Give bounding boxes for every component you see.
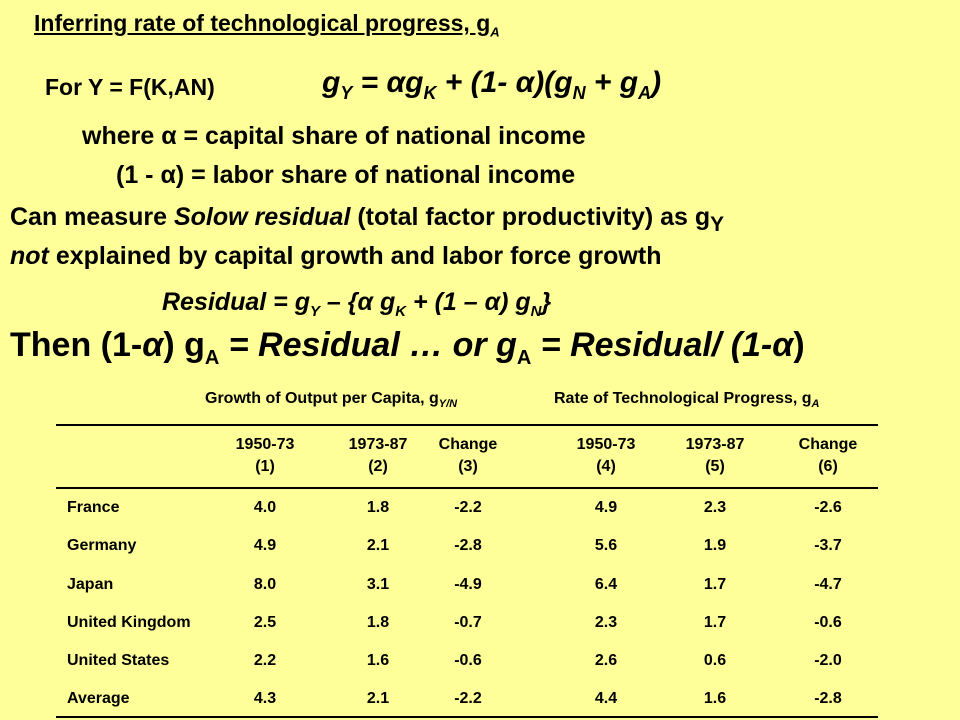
row-value: 6.4 — [594, 576, 618, 593]
table-top-rule — [56, 424, 878, 426]
row-value: 1.6 — [703, 690, 727, 707]
row-country: France — [67, 499, 120, 516]
row-value: 2.6 — [594, 652, 618, 669]
row-value: -4.7 — [814, 576, 842, 593]
row-value: 2.1 — [366, 537, 390, 554]
slide-title: Inferring rate of technological progress… — [34, 10, 500, 40]
solow-residual-text-line2: not explained by capital growth and labo… — [10, 242, 662, 270]
labor-share-definition: (1 - α) = labor share of national income — [116, 161, 576, 189]
row-value: 2.2 — [253, 652, 277, 669]
row-value: 8.0 — [253, 576, 277, 593]
table-group-output-growth: Growth of Output per Capita, gY/N — [205, 390, 458, 411]
row-value: 1.8 — [366, 614, 390, 631]
row-country: Germany — [67, 537, 137, 554]
capital-share-definition: where α = capital share of national inco… — [82, 122, 586, 150]
column-header-2: 1973-87 (2) — [348, 436, 408, 475]
table-row: Germany 4.9 2.1 -2.8 5.6 1.9 -3.7 — [0, 537, 960, 559]
table-row: Japan 8.0 3.1 -4.9 6.4 1.7 -4.7 — [0, 576, 960, 598]
row-value: 4.9 — [594, 499, 618, 516]
model-label: For Y = F(K,AN) — [45, 74, 215, 100]
row-value: -2.0 — [814, 652, 842, 669]
row-value: -2.8 — [454, 537, 482, 554]
row-value: 1.8 — [366, 499, 390, 516]
row-value: -2.2 — [454, 499, 482, 516]
row-value: -0.6 — [454, 652, 482, 669]
table-header-rule — [56, 487, 878, 489]
row-value: 1.6 — [366, 652, 390, 669]
row-value: -4.9 — [454, 576, 482, 593]
table-row: Average 4.3 2.1 -2.2 4.4 1.6 -2.8 — [0, 690, 960, 712]
row-value: -2.2 — [454, 690, 482, 707]
row-value: 5.6 — [594, 537, 618, 554]
row-value: 1.7 — [703, 576, 727, 593]
table-row: United Kingdom 2.5 1.8 -0.7 2.3 1.7 -0.6 — [0, 614, 960, 636]
row-country: United States — [67, 652, 170, 669]
table-row: United States 2.2 1.6 -0.6 2.6 0.6 -2.0 — [0, 652, 960, 674]
row-value: 2.1 — [366, 690, 390, 707]
row-value: 2.3 — [703, 499, 727, 516]
row-value: -2.8 — [814, 690, 842, 707]
row-value: 0.6 — [703, 652, 727, 669]
column-header-3: Change (3) — [438, 436, 498, 475]
residual-equation: Residual = gY – {α gK + (1 – α) gN} — [162, 288, 552, 320]
table-row: France 4.0 1.8 -2.2 4.9 2.3 -2.6 — [0, 499, 960, 521]
row-value: 4.9 — [253, 537, 277, 554]
row-value: -0.6 — [814, 614, 842, 631]
column-header-6: Change (6) — [798, 436, 858, 475]
row-country: United Kingdom — [67, 614, 191, 631]
table-group-tech-progress: Rate of Technological Progress, gA — [554, 390, 820, 411]
column-header-1: 1950-73 (1) — [235, 436, 295, 475]
conclusion-equation: Then (1-α) gA = Residual … or gA = Resid… — [10, 326, 805, 369]
row-value: -3.7 — [814, 537, 842, 554]
column-header-4: 1950-73 (4) — [576, 436, 636, 475]
row-value: 3.1 — [366, 576, 390, 593]
row-value: -0.7 — [454, 614, 482, 631]
row-value: 4.3 — [253, 690, 277, 707]
row-value: 2.5 — [253, 614, 277, 631]
row-country: Average — [67, 690, 130, 707]
table-bottom-rule — [56, 716, 878, 718]
row-value: 4.0 — [253, 499, 277, 516]
row-value: -2.6 — [814, 499, 842, 516]
growth-accounting-equation: gY = αgK + (1- α)(gN + gA) — [322, 66, 662, 103]
solow-residual-text-line1: Can measure Solow residual (total factor… — [10, 203, 725, 236]
column-header-5: 1973-87 (5) — [685, 436, 745, 475]
row-value: 1.7 — [703, 614, 727, 631]
row-value: 1.9 — [703, 537, 727, 554]
row-value: 4.4 — [594, 690, 618, 707]
row-value: 2.3 — [594, 614, 618, 631]
row-country: Japan — [67, 576, 114, 593]
